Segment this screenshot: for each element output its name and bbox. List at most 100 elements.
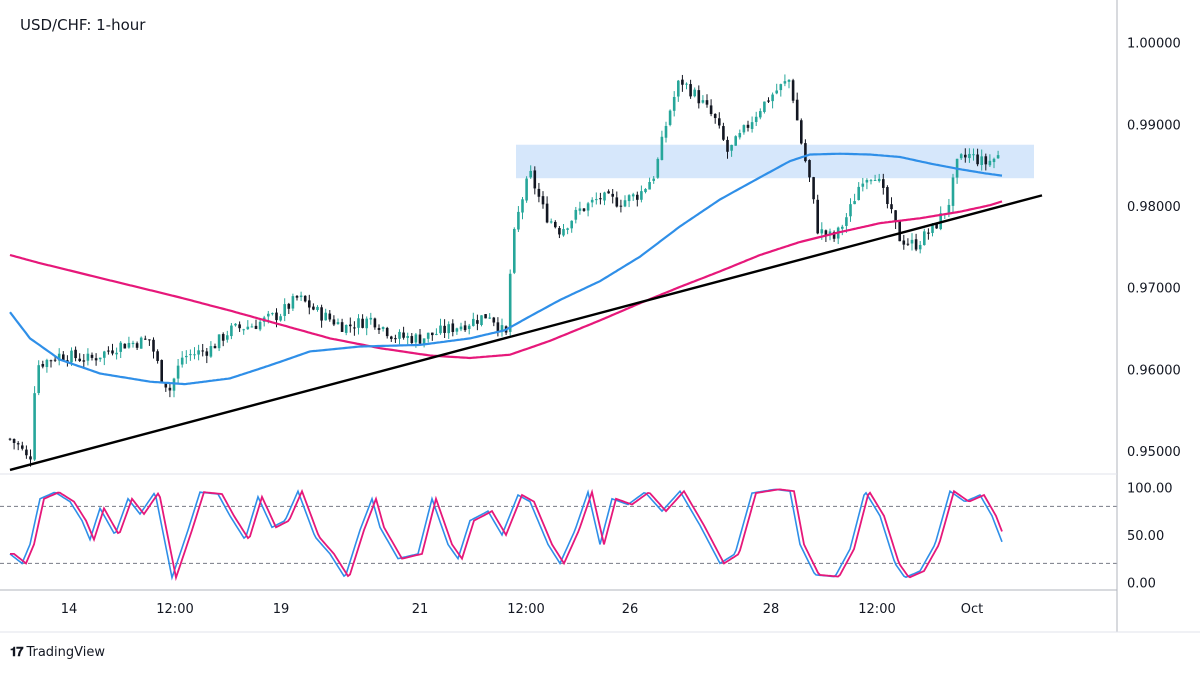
- candle-body: [402, 332, 405, 338]
- ma-slow-line: [9, 200, 1003, 360]
- candle-body: [742, 125, 746, 133]
- candle-body: [8, 438, 12, 440]
- time-tick-label: 19: [273, 602, 290, 617]
- candle-body: [582, 208, 586, 211]
- candle-body: [21, 445, 24, 449]
- candle-body: [74, 349, 77, 359]
- candle-body: [529, 170, 532, 178]
- candle-body: [578, 208, 582, 211]
- price-tick-label: 0.95000: [1127, 445, 1181, 460]
- candle-body: [49, 360, 53, 362]
- candle-body: [291, 296, 295, 309]
- candle-body: [660, 136, 664, 160]
- candle-body: [857, 186, 860, 201]
- candle-body: [554, 221, 557, 228]
- tradingview-logo-icon: 𝟏𝟕: [10, 645, 24, 660]
- candle-body: [537, 188, 541, 197]
- time-tick-label: 21: [412, 602, 429, 617]
- candle-body: [644, 188, 647, 193]
- candle-body: [86, 353, 90, 361]
- candle-body: [947, 204, 951, 213]
- candle-body: [33, 393, 36, 460]
- candle-body: [496, 322, 500, 332]
- candle-body: [590, 199, 594, 203]
- candle-body: [886, 187, 889, 205]
- candle-body: [443, 325, 446, 333]
- candle-body: [664, 125, 668, 138]
- candle-body: [861, 183, 865, 187]
- candle-body: [525, 178, 528, 201]
- candle-body: [398, 331, 401, 339]
- candle-body: [37, 365, 40, 394]
- candle-body: [500, 325, 504, 332]
- brand-name: TradingView: [26, 645, 106, 660]
- candle-body: [303, 295, 307, 302]
- time-tick-label: 12:00: [507, 602, 544, 617]
- candle-body: [267, 313, 270, 317]
- candle-body: [373, 318, 377, 328]
- candle-body: [431, 332, 434, 336]
- time-tick-label: 26: [622, 602, 639, 617]
- time-tick-label: 12:00: [156, 602, 193, 617]
- candle-body: [992, 158, 996, 163]
- candle-body: [377, 327, 381, 331]
- candle-body: [70, 350, 73, 363]
- candle-body: [800, 120, 803, 144]
- candle-body: [623, 200, 627, 207]
- candle-body: [832, 232, 836, 239]
- candle-body: [722, 126, 725, 140]
- candle-body: [283, 304, 286, 316]
- candle-body: [914, 239, 918, 250]
- candle-body: [898, 221, 901, 242]
- candle-body: [180, 357, 184, 365]
- branding[interactable]: 𝟏𝟕 TradingView: [10, 645, 105, 660]
- candle-body: [221, 334, 225, 341]
- candle-body: [558, 228, 561, 235]
- candle-body: [451, 323, 455, 332]
- candle-body: [41, 363, 45, 367]
- candle-body: [463, 325, 467, 331]
- candle-body: [968, 153, 971, 159]
- candle-body: [652, 178, 655, 181]
- candle-body: [234, 323, 237, 326]
- candle-body: [422, 338, 426, 345]
- candle-body: [472, 318, 475, 326]
- candle-body: [324, 312, 327, 321]
- candle-body: [927, 232, 930, 234]
- candle-body: [467, 325, 471, 330]
- candle-body: [185, 355, 188, 358]
- candle-body: [447, 324, 450, 334]
- candle-body: [636, 194, 639, 200]
- candle-body: [869, 180, 873, 182]
- candle-body: [287, 303, 291, 309]
- candle-body: [365, 318, 368, 329]
- candle-body: [201, 350, 204, 352]
- candle-body: [82, 360, 86, 362]
- candle-body: [435, 333, 438, 335]
- price-tick-label: 0.96000: [1127, 363, 1181, 378]
- time-tick-label: Oct: [961, 602, 983, 617]
- candle-body: [172, 378, 176, 391]
- candle-body: [771, 94, 774, 102]
- candle-body: [90, 354, 94, 358]
- candle-body: [197, 350, 200, 355]
- candle-body: [78, 358, 81, 362]
- candle-body: [250, 326, 254, 328]
- candle-body: [426, 332, 430, 339]
- candle-body: [988, 160, 992, 166]
- candle-body: [820, 229, 824, 234]
- candle-body: [135, 343, 139, 348]
- candle-body: [545, 203, 549, 223]
- candle-body: [574, 209, 578, 220]
- candle-body: [349, 324, 352, 327]
- candle-body: [648, 182, 651, 190]
- candle-body: [681, 79, 684, 85]
- time-axis: 14 12:00 19 21 12:00 26 28 12:00 Oct: [61, 602, 984, 617]
- candle-body: [603, 192, 606, 201]
- candle-body: [275, 312, 278, 321]
- candle-body: [164, 382, 168, 388]
- candle-body: [705, 100, 709, 105]
- candle-body: [308, 300, 311, 308]
- candle-body: [763, 101, 766, 112]
- candle-body: [894, 210, 897, 223]
